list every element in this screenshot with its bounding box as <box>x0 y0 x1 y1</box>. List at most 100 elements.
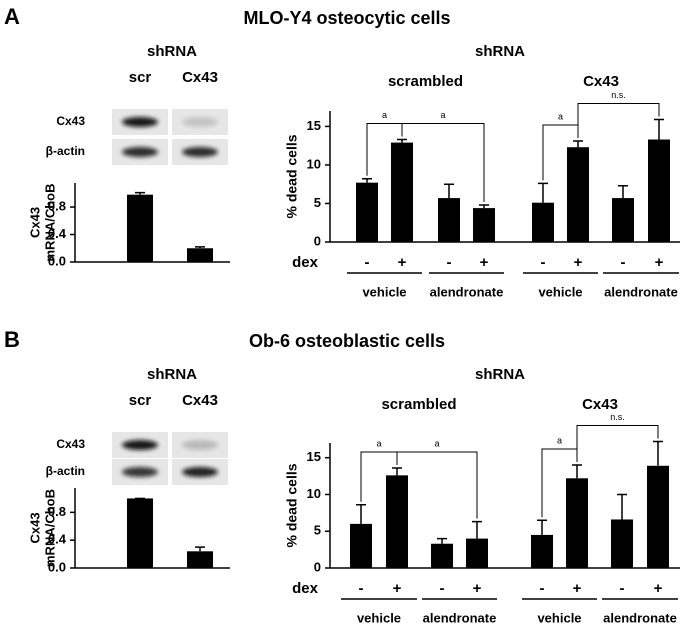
y-tick-label: 0.0 <box>48 253 66 268</box>
y-tick-label: 0 <box>314 233 321 248</box>
error-bar <box>538 182 548 203</box>
bar <box>647 465 669 568</box>
bar <box>356 182 378 242</box>
blot-label: β-actin <box>46 144 85 158</box>
bar <box>567 147 589 242</box>
significance-label: a <box>382 110 387 120</box>
error-bar <box>195 546 205 552</box>
y-tick-label: 0 <box>314 559 321 574</box>
treatment-label: vehicle <box>357 610 401 625</box>
error-bar <box>573 140 583 148</box>
treatment-label: alendronate <box>430 284 504 299</box>
lane-label: scr <box>129 392 152 409</box>
significance-label: a <box>557 435 562 445</box>
y-axis-label: mRNA/ChoB <box>42 489 57 567</box>
bar <box>466 538 488 568</box>
error-bar <box>654 118 664 140</box>
y-axis-label: Cx43 <box>27 512 42 543</box>
significance-label: a <box>558 111 563 121</box>
y-tick-label: 0.0 <box>48 559 66 574</box>
error-bar <box>479 204 489 209</box>
y-tick-label: 15 <box>307 118 321 133</box>
error-bar <box>362 178 372 183</box>
treatment-label: vehicle <box>362 284 406 299</box>
significance-label: a <box>440 110 445 120</box>
blot-label: Cx43 <box>56 114 85 128</box>
error-bar <box>437 537 447 544</box>
group-label: Cx43 <box>583 73 619 90</box>
x-tick-label: + <box>480 254 489 271</box>
x-tick-label: + <box>654 580 663 597</box>
y-tick-label: 0.8 <box>48 198 66 213</box>
error-bar <box>444 183 454 199</box>
group-label: scrambled <box>381 396 456 413</box>
blot-band <box>182 440 218 450</box>
blot-band <box>182 117 218 127</box>
blot-label: β-actin <box>46 464 85 478</box>
y-axis-label: % dead cells <box>284 463 300 547</box>
bar <box>386 475 408 568</box>
blot-header: shRNA <box>147 43 197 60</box>
treatment-label: alendronate <box>603 610 677 625</box>
x-tick-label: + <box>473 580 482 597</box>
chart-header: shRNA <box>475 43 525 60</box>
bar <box>187 551 213 568</box>
significance-label: a <box>434 438 439 448</box>
blot-band <box>122 467 158 477</box>
bar <box>648 139 670 242</box>
bar <box>473 208 495 242</box>
lane-label: scr <box>129 69 152 86</box>
significance-bracket <box>577 102 660 139</box>
blot-band <box>182 467 218 477</box>
y-axis-label: % dead cells <box>284 134 300 218</box>
bar <box>438 198 460 242</box>
blot-label: Cx43 <box>56 437 85 451</box>
blot-header: shRNA <box>147 366 197 383</box>
x-tick-label: - <box>359 580 364 597</box>
blot-band <box>122 440 158 450</box>
bar <box>611 519 633 568</box>
panel-label: A <box>4 4 20 29</box>
lane-label: Cx43 <box>182 69 218 86</box>
y-tick-label: 0.4 <box>48 532 67 547</box>
y-tick-label: 5 <box>314 523 321 538</box>
x-tick-label: - <box>620 580 625 597</box>
x-tick-label: + <box>574 254 583 271</box>
x-tick-label: - <box>365 254 370 271</box>
significance-label: n.s. <box>610 412 625 422</box>
treatment-label: vehicle <box>537 610 581 625</box>
y-tick-label: 10 <box>307 156 321 171</box>
bar <box>127 194 153 262</box>
y-tick-label: 0.8 <box>48 504 66 519</box>
blot-band <box>122 147 158 157</box>
y-tick-label: 0.4 <box>48 226 67 241</box>
error-bar <box>397 138 407 143</box>
significance-label: n.s. <box>611 90 626 100</box>
x-tick-label: - <box>541 254 546 271</box>
significance-label: a <box>376 438 381 448</box>
bar <box>350 523 372 568</box>
bar <box>431 543 453 568</box>
significance-bracket <box>396 451 478 519</box>
bar <box>531 534 553 568</box>
y-tick-label: 10 <box>307 486 321 501</box>
bar <box>391 142 413 242</box>
bar <box>127 498 153 568</box>
y-tick-label: 15 <box>307 449 321 464</box>
panel-title: MLO-Y4 osteocytic cells <box>243 8 450 28</box>
lane-label: Cx43 <box>182 392 218 409</box>
group-label: Cx43 <box>582 396 618 413</box>
treatment-label: alendronate <box>423 610 497 625</box>
bar <box>566 478 588 568</box>
panel-label: B <box>4 327 20 352</box>
x-tick-label: + <box>655 254 664 271</box>
x-tick-label: - <box>540 580 545 597</box>
error-bar <box>356 504 366 524</box>
x-tick-label: - <box>621 254 626 271</box>
bar <box>187 248 213 262</box>
x-tick-label: - <box>440 580 445 597</box>
x-tick-label: + <box>393 580 402 597</box>
y-axis-label: Cx43 <box>27 207 42 238</box>
x-tick-label: - <box>447 254 452 271</box>
error-bar <box>617 493 627 520</box>
